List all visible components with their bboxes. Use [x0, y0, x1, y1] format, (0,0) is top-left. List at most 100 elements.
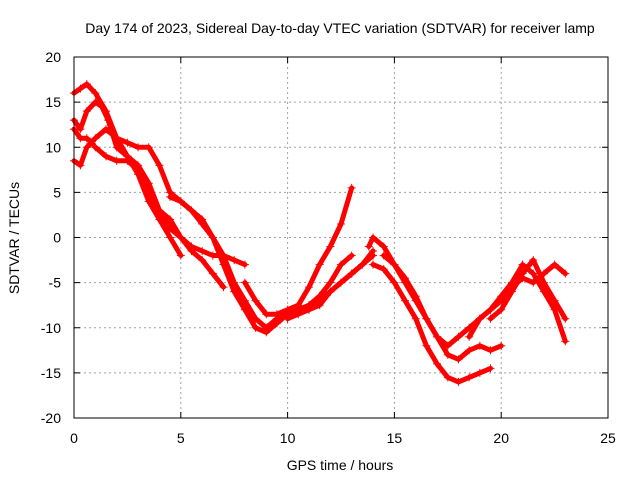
- data-point: [497, 292, 506, 301]
- data-point: [112, 134, 121, 143]
- data-point: [251, 323, 260, 332]
- data-point: [155, 206, 164, 215]
- data-point: [401, 274, 410, 283]
- data-point: [219, 283, 228, 292]
- data-point: [454, 332, 463, 341]
- data-point: [166, 233, 175, 242]
- data-point: [76, 125, 85, 134]
- data-point: [465, 346, 474, 355]
- series-track-12: [486, 256, 570, 323]
- data-point: [465, 332, 474, 341]
- data-point: [155, 161, 164, 170]
- y-tick-label: 0: [53, 230, 61, 246]
- data-point: [443, 373, 452, 382]
- y-tick-label: -20: [41, 410, 61, 426]
- data-point: [550, 260, 559, 269]
- x-tick-labels: 0 5 10 15 20 25: [70, 430, 616, 446]
- data-point: [76, 84, 85, 93]
- data-point: [347, 269, 356, 278]
- data-point: [112, 156, 121, 165]
- data-point: [198, 247, 207, 256]
- data-point: [144, 197, 153, 206]
- series-line: [370, 262, 493, 385]
- y-tick-label: 20: [45, 49, 61, 65]
- data-point: [240, 296, 249, 305]
- y-tick-label: -10: [41, 320, 61, 336]
- data-point: [433, 359, 442, 368]
- data-point: [486, 364, 495, 373]
- series-line: [71, 81, 184, 258]
- data-point: [529, 269, 538, 278]
- data-point: [507, 287, 516, 296]
- data-point: [230, 278, 239, 287]
- data-point: [401, 296, 410, 305]
- data-point: [364, 242, 373, 251]
- data-point: [112, 143, 121, 152]
- data-point: [529, 256, 538, 265]
- data-point: [304, 283, 313, 292]
- data-point: [219, 251, 228, 260]
- data-point: [561, 337, 570, 346]
- data-point: [251, 296, 260, 305]
- data-point: [91, 98, 100, 107]
- series-line: [242, 185, 355, 317]
- data-point: [82, 80, 91, 89]
- series-track-10: [369, 260, 495, 386]
- data-point: [91, 89, 100, 98]
- series-track-6: [240, 183, 356, 319]
- x-axis-title: GPS time / hours: [287, 457, 394, 473]
- data-point: [326, 242, 335, 251]
- data-series: [70, 80, 570, 386]
- x-tick-label: 20: [493, 430, 509, 446]
- data-point: [326, 287, 335, 296]
- data-point: [315, 260, 324, 269]
- data-point: [390, 260, 399, 269]
- data-point: [208, 233, 217, 242]
- data-point: [97, 102, 106, 111]
- data-point: [433, 332, 442, 341]
- data-point: [390, 278, 399, 287]
- data-point: [82, 143, 91, 152]
- data-point: [82, 107, 91, 116]
- x-tick-label: 25: [600, 430, 616, 446]
- data-point: [326, 278, 335, 287]
- data-point: [315, 296, 324, 305]
- data-point: [550, 296, 559, 305]
- data-point: [144, 143, 153, 152]
- data-point: [369, 233, 378, 242]
- series-line: [381, 253, 504, 362]
- data-point: [166, 224, 175, 233]
- data-point: [187, 206, 196, 215]
- data-point: [198, 215, 207, 224]
- data-point: [283, 314, 292, 323]
- chart-title: Day 174 of 2023, Sidereal Day-to-day VTE…: [85, 20, 595, 36]
- data-point: [347, 251, 356, 260]
- y-tick-label: 15: [45, 94, 61, 110]
- data-point: [454, 377, 463, 386]
- y-tick-label: 5: [53, 184, 61, 200]
- data-point: [208, 269, 217, 278]
- data-point: [475, 341, 484, 350]
- data-point: [337, 260, 345, 269]
- data-point: [104, 116, 113, 125]
- data-point: [272, 310, 281, 319]
- data-point: [176, 251, 185, 260]
- x-tick-label: 10: [280, 430, 296, 446]
- data-point: [379, 265, 388, 274]
- series-line: [466, 262, 568, 344]
- data-point: [134, 161, 143, 170]
- y-tick-label: -5: [49, 275, 62, 291]
- data-point: [486, 314, 495, 323]
- data-point: [443, 350, 452, 359]
- data-point: [379, 251, 388, 260]
- data-point: [304, 305, 313, 314]
- y-tick-label: 10: [45, 139, 61, 155]
- data-point: [166, 192, 175, 201]
- grid-lines: [74, 57, 608, 418]
- data-point: [208, 251, 217, 260]
- data-point: [486, 346, 495, 355]
- data-point: [91, 134, 100, 143]
- data-point: [561, 314, 570, 323]
- data-point: [240, 278, 249, 287]
